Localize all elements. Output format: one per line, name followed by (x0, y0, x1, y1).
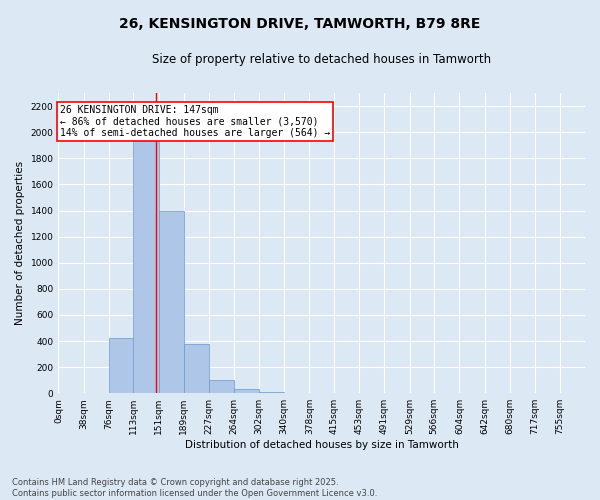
Title: Size of property relative to detached houses in Tamworth: Size of property relative to detached ho… (152, 52, 491, 66)
X-axis label: Distribution of detached houses by size in Tamworth: Distribution of detached houses by size … (185, 440, 458, 450)
Y-axis label: Number of detached properties: Number of detached properties (15, 161, 25, 325)
Bar (109, 338, 134, 393)
Bar (259, 392, 284, 393)
Bar (234, 388, 259, 393)
Text: 26, KENSINGTON DRIVE, TAMWORTH, B79 8RE: 26, KENSINGTON DRIVE, TAMWORTH, B79 8RE (119, 18, 481, 32)
Bar (209, 380, 235, 393)
Bar (83, 392, 109, 393)
Text: 26 KENSINGTON DRIVE: 147sqm
← 86% of detached houses are smaller (3,570)
14% of : 26 KENSINGTON DRIVE: 147sqm ← 86% of det… (60, 105, 330, 138)
Bar (158, 210, 184, 393)
Bar (133, 126, 158, 393)
Bar (184, 344, 209, 393)
Text: Contains HM Land Registry data © Crown copyright and database right 2025.
Contai: Contains HM Land Registry data © Crown c… (12, 478, 377, 498)
